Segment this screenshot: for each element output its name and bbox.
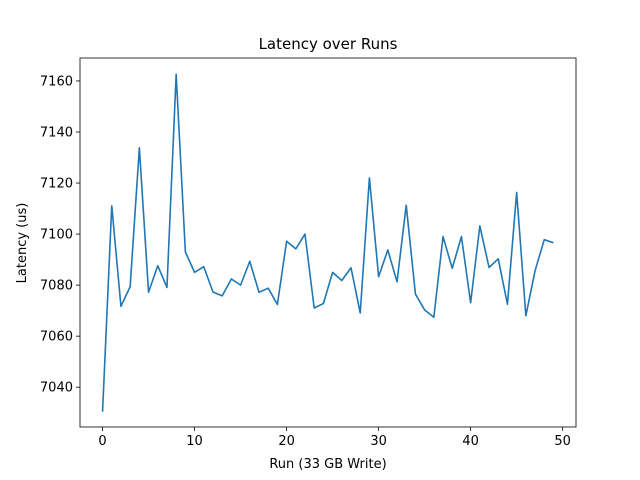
- x-tick-label: 0: [98, 434, 106, 449]
- x-tick-label: 10: [186, 434, 203, 449]
- x-tick-label: 40: [462, 434, 479, 449]
- y-axis-ticks: 7040 7060 7080 7100 7120 7140 7160: [40, 74, 80, 396]
- y-tick-label: 7100: [40, 228, 73, 243]
- y-tick-label: 7080: [40, 279, 73, 294]
- axes-frame: [79, 57, 577, 428]
- y-tick-label: 7140: [40, 126, 73, 141]
- chart-title: Latency over Runs: [259, 35, 398, 53]
- y-tick-label: 7160: [40, 74, 73, 89]
- x-tick-label: 30: [370, 434, 387, 449]
- y-tick-label: 7120: [40, 177, 73, 192]
- y-axis-label: Latency (us): [15, 203, 30, 284]
- x-axis-label: Run (33 GB Write): [269, 457, 386, 472]
- series-line-0: [101, 73, 554, 412]
- y-tick-label: 7060: [40, 330, 73, 345]
- y-tick-label: 7040: [40, 381, 73, 396]
- x-axis-ticks: 0 10 20 30 40 50: [98, 427, 571, 449]
- x-tick-label: 50: [554, 434, 571, 449]
- plot-area: [79, 57, 577, 428]
- x-tick-label: 20: [278, 434, 295, 449]
